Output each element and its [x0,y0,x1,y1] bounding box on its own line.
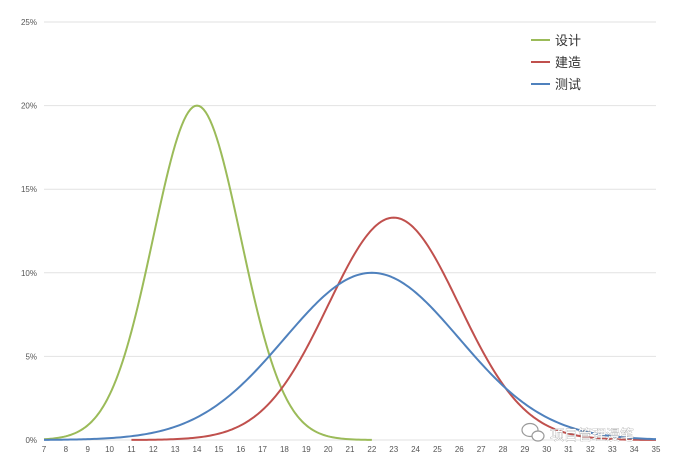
y-tick-label: 10% [21,269,37,278]
watermark-text: 项目管理漫笔 [550,428,634,444]
x-axis-ticks: 7 8 9 10 11 12 13 14 15 16 17 18 19 20 21 22 23 24 25 26 27 2… [42,445,661,454]
x-tick-label: 18 [280,445,289,454]
x-tick-label: 16 [236,445,245,454]
x-tick-label: 33 [608,445,617,454]
x-tick-label: 28 [499,445,508,454]
x-tick-label: 7 [42,445,47,454]
x-tick-label: 35 [652,445,661,454]
x-tick-label: 15 [214,445,223,454]
x-tick-label: 19 [302,445,311,454]
series-line-2 [43,271,657,441]
x-tick-label: 31 [564,445,573,454]
series-lines [43,104,657,441]
x-tick-label: 8 [64,445,69,454]
y-tick-label: 15% [21,185,37,194]
legend-label: 测试 [555,78,581,93]
wechat-bubble-icon [521,422,545,442]
x-tick-label: 25 [433,445,442,454]
y-tick-label: 5% [25,352,37,361]
series-line-1 [131,216,657,441]
x-tick-label: 20 [324,445,333,454]
series-line-0 [43,104,372,441]
x-tick-label: 10 [105,445,114,454]
x-tick-label: 29 [520,445,529,454]
x-tick-label: 32 [586,445,595,454]
x-tick-label: 13 [171,445,180,454]
x-tick-label: 24 [411,445,420,454]
x-tick-label: 17 [258,445,267,454]
x-tick-label: 21 [346,445,355,454]
watermark: 项目管理漫笔 [521,422,634,444]
y-tick-label: 0% [25,436,37,445]
x-tick-label: 23 [389,445,398,454]
x-tick-label: 30 [542,445,551,454]
x-tick-label: 9 [85,445,90,454]
x-tick-label: 22 [367,445,376,454]
y-axis-ticks: 0% 5% 10% 15% 20% 25% [21,18,37,445]
x-tick-label: 34 [630,445,639,454]
x-tick-label: 27 [477,445,486,454]
legend-label: 设计 [555,34,581,49]
y-tick-label: 20% [21,102,37,111]
x-tick-label: 11 [127,445,136,454]
x-tick-label: 12 [149,445,158,454]
y-tick-label: 25% [21,18,37,27]
x-tick-label: 14 [193,445,202,454]
legend-label: 建造 [555,56,581,71]
x-tick-label: 26 [455,445,464,454]
